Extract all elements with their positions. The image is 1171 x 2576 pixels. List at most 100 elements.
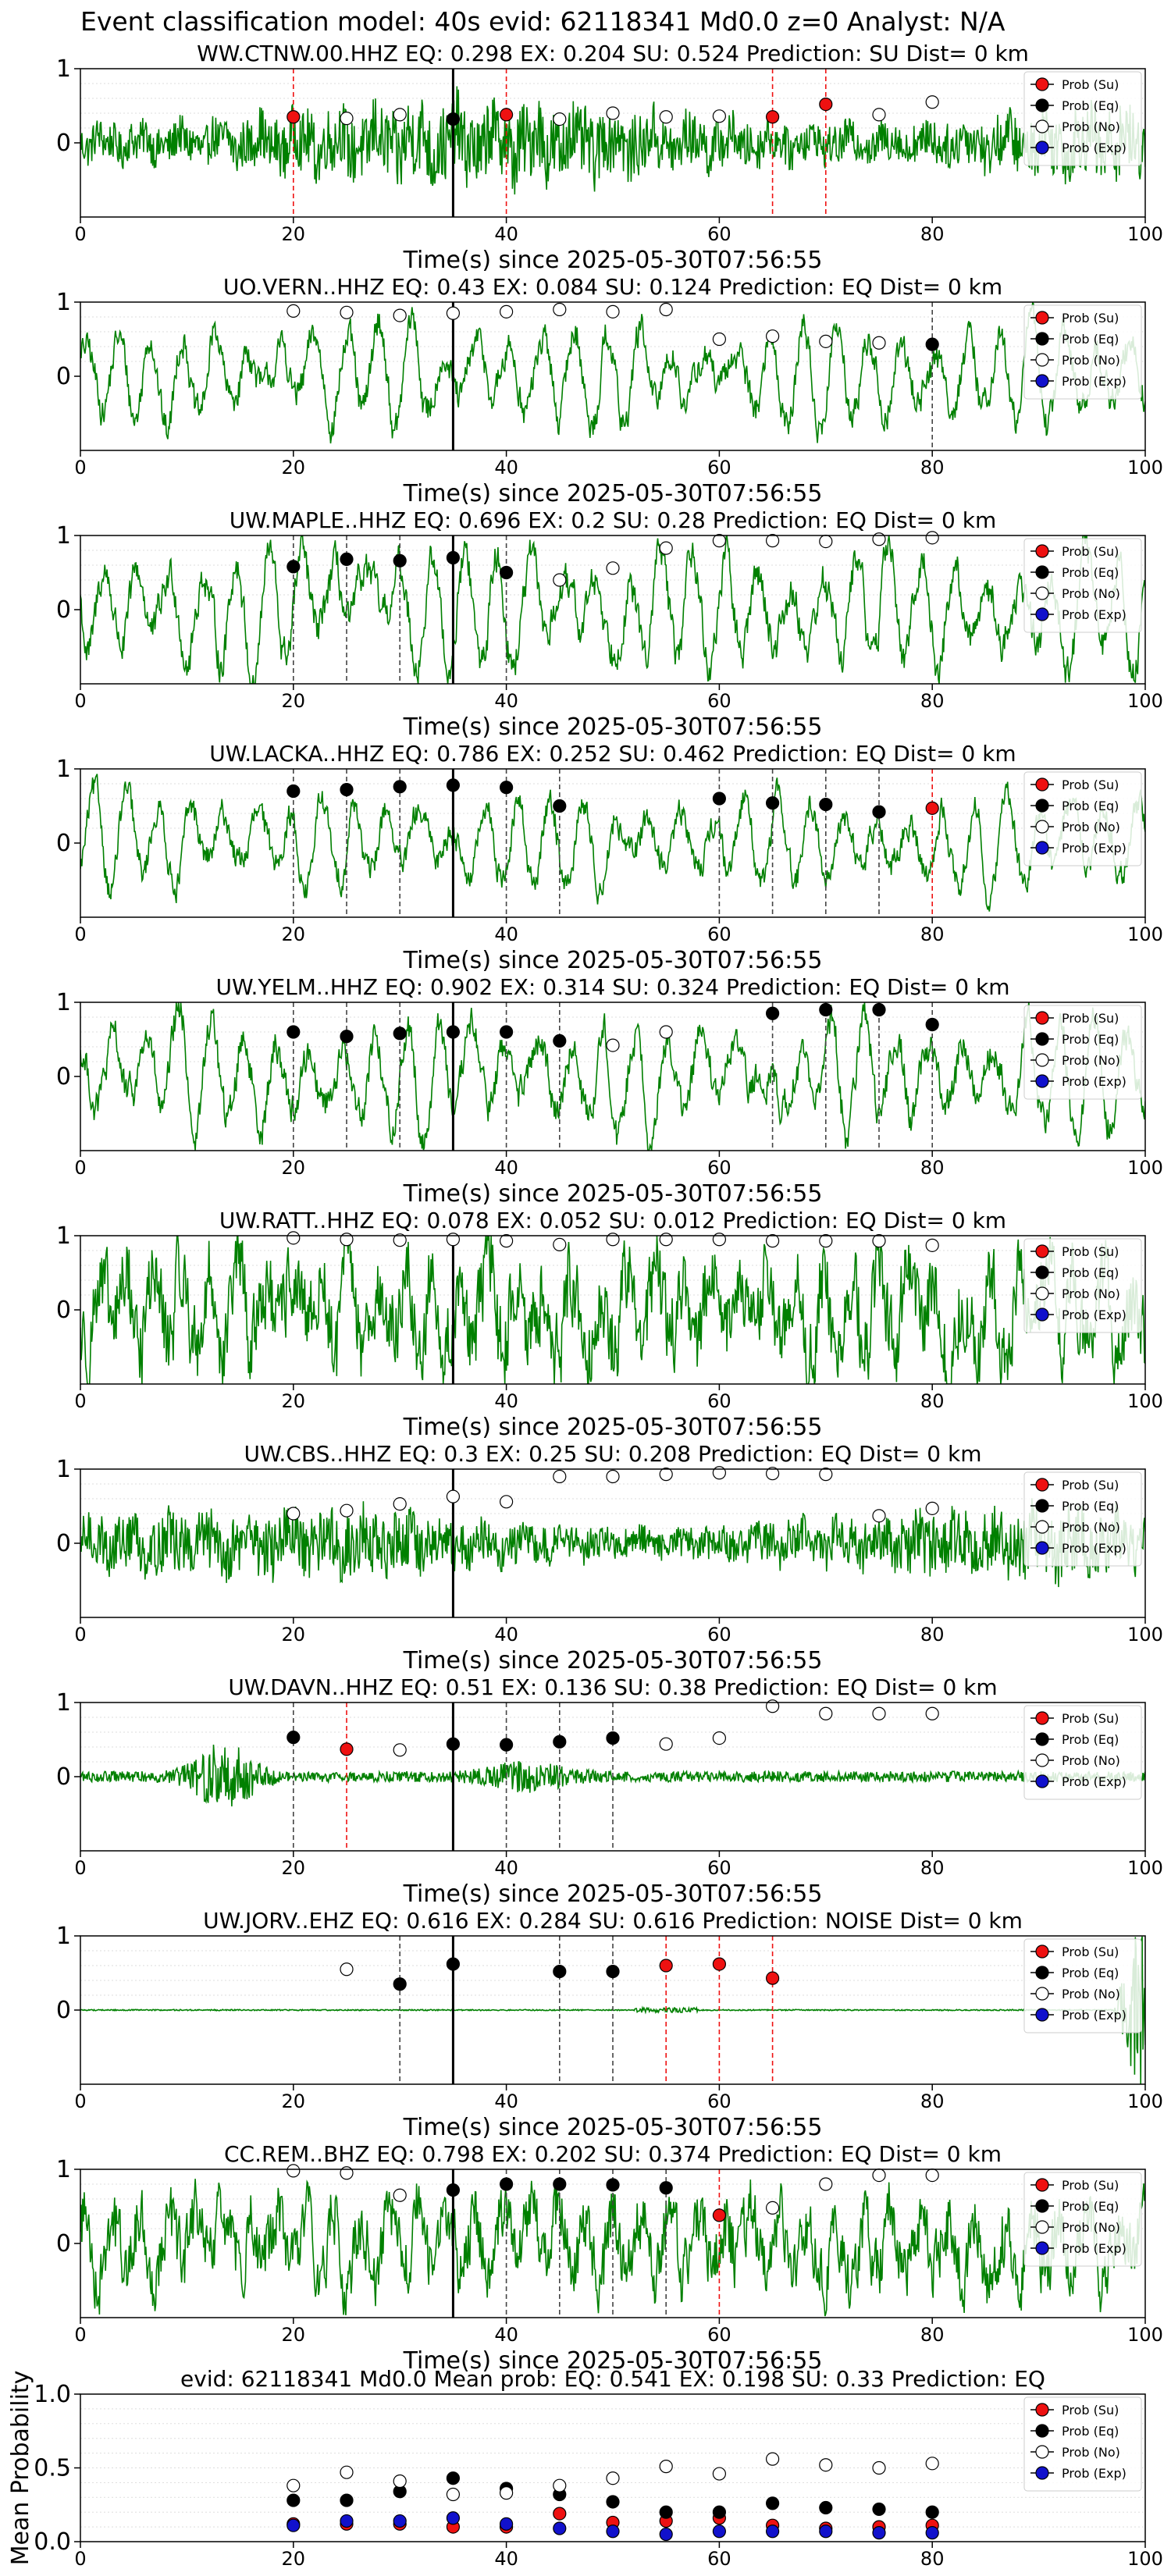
- mean-point-no: [340, 2465, 354, 2479]
- prob-point-eq: [819, 1002, 833, 1017]
- prob-point-no: [659, 1737, 673, 1751]
- station-panel-6: UW.RATT..HHZ EQ: 0.078 EX: 0.052 SU: 0.0…: [56, 1208, 1163, 1441]
- x-tick-label: 40: [494, 1624, 518, 1646]
- legend-label-su: Prob (Su): [1062, 544, 1119, 559]
- prob-point-eq: [446, 1957, 461, 1971]
- mean-point-no: [499, 2486, 514, 2500]
- y-tick-label: 1: [56, 1222, 71, 1250]
- legend-box: [1023, 1938, 1142, 2033]
- panel-title: CC.REM..BHZ EQ: 0.798 EX: 0.202 SU: 0.37…: [224, 2141, 1002, 2167]
- x-tick-label: 20: [282, 2548, 306, 2570]
- mean-point-no: [712, 2467, 727, 2481]
- prob-point-no: [925, 1706, 939, 1720]
- x-tick-label: 100: [1127, 457, 1163, 479]
- x-tick-label: 0: [74, 1157, 86, 1179]
- legend-marker-exp: [1035, 1074, 1049, 1088]
- prob-point-no: [765, 1234, 780, 1248]
- mean-probability-panel: evid: 62118341 Md0.0 Mean prob: EQ: 0.54…: [7, 2366, 1163, 2570]
- station-panel-7: UW.CBS..HHZ EQ: 0.3 EX: 0.25 SU: 0.208 P…: [56, 1441, 1163, 1674]
- legend-label-no: Prob (No): [1062, 1987, 1120, 2001]
- legend-marker-no: [1035, 353, 1049, 367]
- mean-point-exp: [393, 2514, 407, 2528]
- prob-point-no: [393, 1743, 407, 1757]
- y-tick-label: 0: [56, 1297, 71, 1324]
- prob-point-eq: [553, 1735, 567, 1749]
- prob-point-no: [606, 1233, 620, 1247]
- x-tick-label: 80: [920, 690, 945, 712]
- station-panel-9: UW.JORV..EHZ EQ: 0.616 EX: 0.284 SU: 0.6…: [56, 1908, 1163, 2141]
- mean-point-exp: [819, 2524, 833, 2539]
- mean-point-no: [872, 2460, 886, 2475]
- x-axis-label: Time(s) since 2025-05-30T07:56:55: [403, 1180, 823, 1208]
- mean-point-eq: [446, 2471, 461, 2485]
- mean-point-exp: [872, 2526, 886, 2540]
- x-tick-label: 0: [74, 223, 86, 245]
- legend-marker-eq: [1035, 799, 1049, 813]
- prob-point-su: [765, 110, 780, 124]
- legend-label-su: Prob (Su): [1062, 777, 1119, 792]
- waveform-line: [80, 1002, 1145, 1151]
- legend-box: [1023, 71, 1142, 166]
- prob-point-no: [393, 1233, 407, 1247]
- x-tick-label: 60: [707, 223, 731, 245]
- prob-point-no: [925, 1238, 939, 1252]
- prob-point-no: [765, 2201, 780, 2215]
- prob-point-no: [925, 1501, 939, 1515]
- prob-point-eq: [499, 565, 514, 580]
- x-tick-label: 20: [282, 1624, 306, 1646]
- y-tick-label: 0: [56, 130, 71, 157]
- y-tick-label: 1: [56, 756, 71, 783]
- waveform-line: [80, 1236, 1145, 1384]
- prob-point-no: [765, 534, 780, 548]
- prob-point-eq: [446, 1025, 461, 1039]
- prob-point-no: [765, 329, 780, 343]
- legend-marker-eq: [1035, 1732, 1049, 1746]
- prob-point-eq: [606, 1731, 620, 1745]
- prob-point-su: [340, 1742, 354, 1756]
- mean-point-eq: [925, 2505, 939, 2519]
- prob-point-no: [819, 1234, 833, 1248]
- y-tick-label: 1: [56, 989, 71, 1016]
- prob-point-no: [553, 1237, 567, 1252]
- legend-marker-su: [1035, 311, 1049, 325]
- legend-label-no: Prob (No): [1062, 1520, 1120, 1535]
- x-tick-label: 100: [1127, 2090, 1163, 2112]
- waveform-line: [80, 302, 1145, 444]
- x-tick-label: 60: [707, 1390, 731, 1412]
- legend-marker-exp: [1035, 2241, 1049, 2255]
- x-tick-label: 80: [920, 457, 945, 479]
- prob-point-no: [712, 1466, 727, 1480]
- legend-marker-eq: [1035, 1966, 1049, 1980]
- legend-marker-no: [1035, 1053, 1049, 1067]
- mean-point-eq: [872, 2502, 886, 2517]
- legend-label-su: Prob (Su): [1062, 1244, 1119, 1259]
- prob-point-eq: [340, 782, 354, 797]
- prob-point-no: [872, 108, 886, 122]
- legend-label-exp: Prob (Exp): [1062, 2241, 1127, 2256]
- legend-label-no: Prob (No): [1062, 820, 1120, 834]
- x-tick-label: 40: [494, 223, 518, 245]
- legend-label-su: Prob (Su): [1062, 77, 1119, 92]
- legend-label-eq: Prob (Eq): [1062, 332, 1119, 347]
- x-tick-label: 100: [1127, 223, 1163, 245]
- prob-point-eq: [553, 2177, 567, 2191]
- y-tick-label: 0: [56, 596, 71, 624]
- x-tick-label: 20: [282, 1157, 306, 1179]
- x-tick-label: 100: [1127, 923, 1163, 945]
- x-tick-label: 100: [1127, 2548, 1163, 2570]
- legend-marker-su: [1035, 1011, 1049, 1025]
- prob-point-eq: [553, 1034, 567, 1048]
- x-tick-label: 40: [494, 2548, 518, 2570]
- x-axis-label: Time(s) since 2025-05-30T07:56:55: [403, 247, 823, 274]
- legend-label-exp: Prob (Exp): [1062, 1308, 1127, 1322]
- legend-marker-su: [1035, 777, 1049, 792]
- legend-box: [1023, 1005, 1142, 1100]
- legend-marker-su: [1035, 1711, 1049, 1725]
- y-tick-label: 1: [56, 55, 71, 83]
- x-tick-label: 100: [1127, 1624, 1163, 1646]
- x-tick-label: 60: [707, 923, 731, 945]
- legend-marker-no: [1035, 1987, 1049, 2001]
- x-axis-label: Time(s) since 2025-05-30T07:56:55: [403, 480, 823, 507]
- prob-point-no: [712, 1731, 727, 1745]
- mean-point-exp: [659, 2527, 673, 2542]
